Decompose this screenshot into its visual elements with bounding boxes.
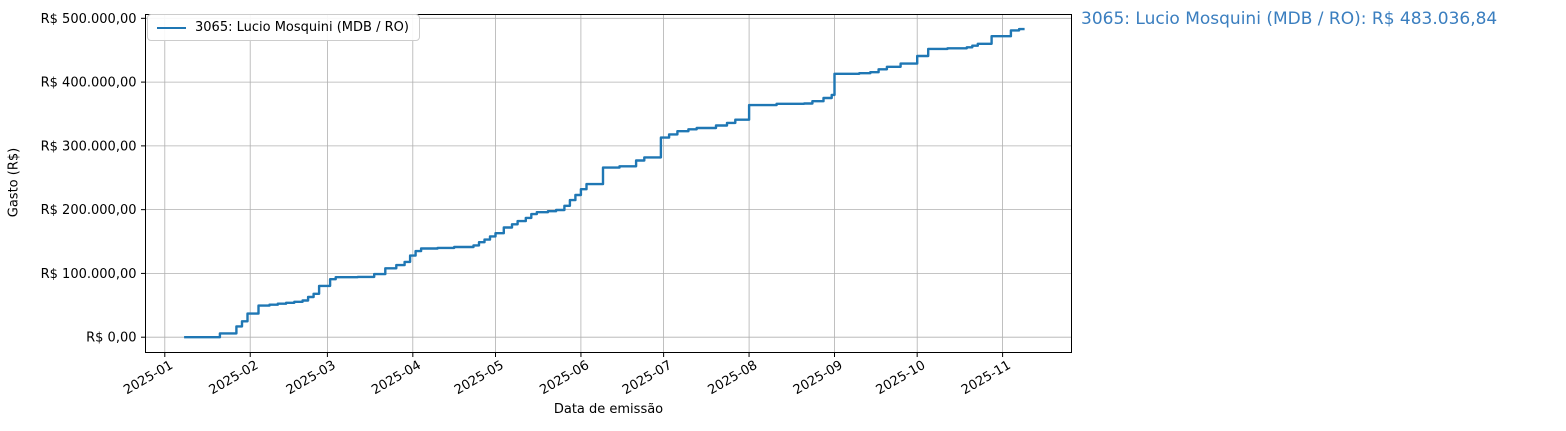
svg-text:2025-11: 2025-11 [959,358,1014,398]
svg-text:2025-04: 2025-04 [369,358,424,398]
svg-text:2025-08: 2025-08 [706,358,761,398]
svg-text:R$ 0,00: R$ 0,00 [86,331,136,346]
x-axis-label: Data de emissão [553,402,664,417]
svg-text:2025-03: 2025-03 [284,358,339,398]
svg-text:2025-07: 2025-07 [620,358,675,398]
svg-text:R$ 400.000,00: R$ 400.000,00 [41,76,137,91]
svg-text:2025-06: 2025-06 [537,358,592,398]
svg-text:2025-01: 2025-01 [121,358,176,398]
svg-text:R$ 300.000,00: R$ 300.000,00 [41,139,137,154]
plot-area: 2025-01 2025-02 2025-03 2025-04 2025-05 2025-… [41,12,1072,398]
svg-text:R$ 100.000,00: R$ 100.000,00 [41,267,137,282]
svg-text:2025-10: 2025-10 [874,358,929,398]
series-total-annotation: 3065: Lucio Mosquini (MDB / RO): R$ 483.… [1081,9,1498,29]
legend-line-icon [157,26,186,29]
y-axis-label: Gasto (R$) [6,147,22,218]
legend: 3065: Lucio Mosquini (MDB / RO) [147,14,420,41]
svg-text:R$ 500.000,00: R$ 500.000,00 [41,12,137,27]
svg-text:2025-02: 2025-02 [207,358,262,398]
legend-label: 3065: Lucio Mosquini (MDB / RO) [195,20,409,35]
svg-text:R$ 200.000,00: R$ 200.000,00 [41,203,137,218]
svg-text:2025-05: 2025-05 [452,358,507,398]
svg-text:2025-09: 2025-09 [791,358,846,398]
